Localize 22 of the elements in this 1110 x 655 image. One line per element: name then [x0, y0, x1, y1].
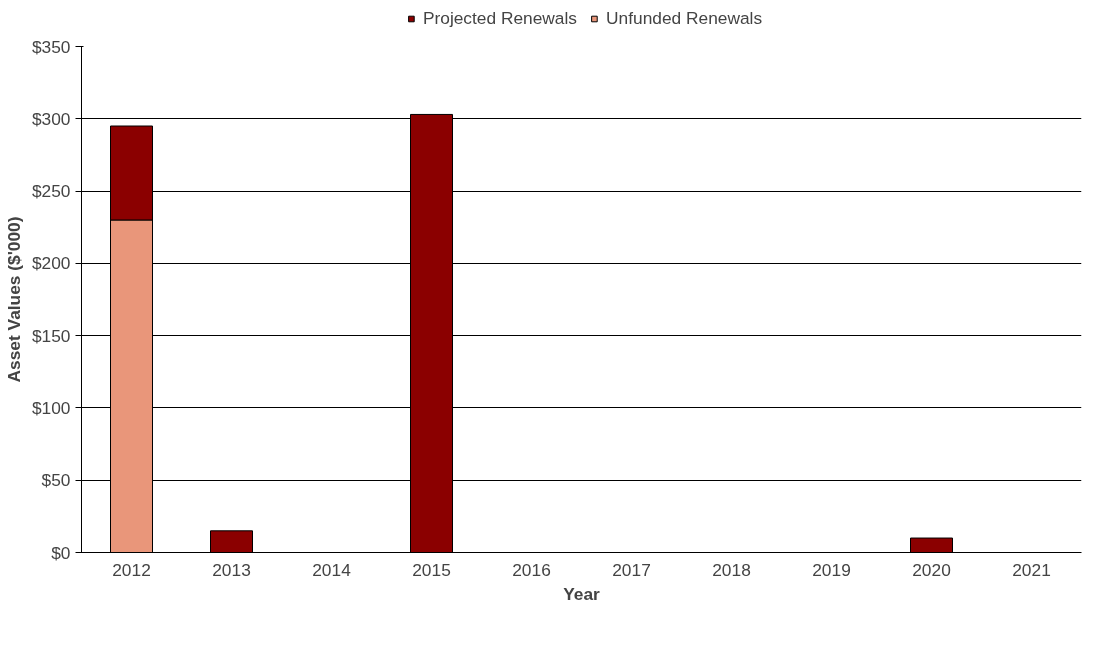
y-tick-label: $150	[31, 325, 71, 346]
y-axis-title: Asset Values ($'000)	[3, 216, 24, 383]
y-tick-label: $50	[41, 470, 71, 491]
x-tick-label: 2020	[912, 559, 951, 580]
x-tick-label: 2013	[212, 559, 251, 580]
x-tick-label: 2014	[312, 559, 352, 580]
y-tick-label: $100	[31, 397, 71, 418]
legend-label: Projected Renewals	[422, 7, 578, 29]
x-tick-label: 2016	[512, 559, 551, 580]
x-axis-title: Year	[563, 583, 601, 604]
x-tick-label: 2012	[112, 559, 151, 580]
x-tick-label: 2018	[712, 559, 751, 580]
y-tick-label: $0	[51, 542, 71, 563]
y-tick-label: $200	[31, 253, 71, 274]
y-tick-label: $300	[31, 108, 71, 129]
legend-label: Unfunded Renewals	[606, 7, 763, 29]
y-tick-label: $250	[31, 181, 71, 202]
y-tick-label: $350	[31, 36, 71, 57]
x-tick-label: 2019	[812, 559, 851, 580]
x-tick-label: 2021	[1012, 559, 1051, 580]
x-tick-label: 2017	[612, 559, 651, 580]
x-tick-label: 2015	[412, 559, 451, 580]
